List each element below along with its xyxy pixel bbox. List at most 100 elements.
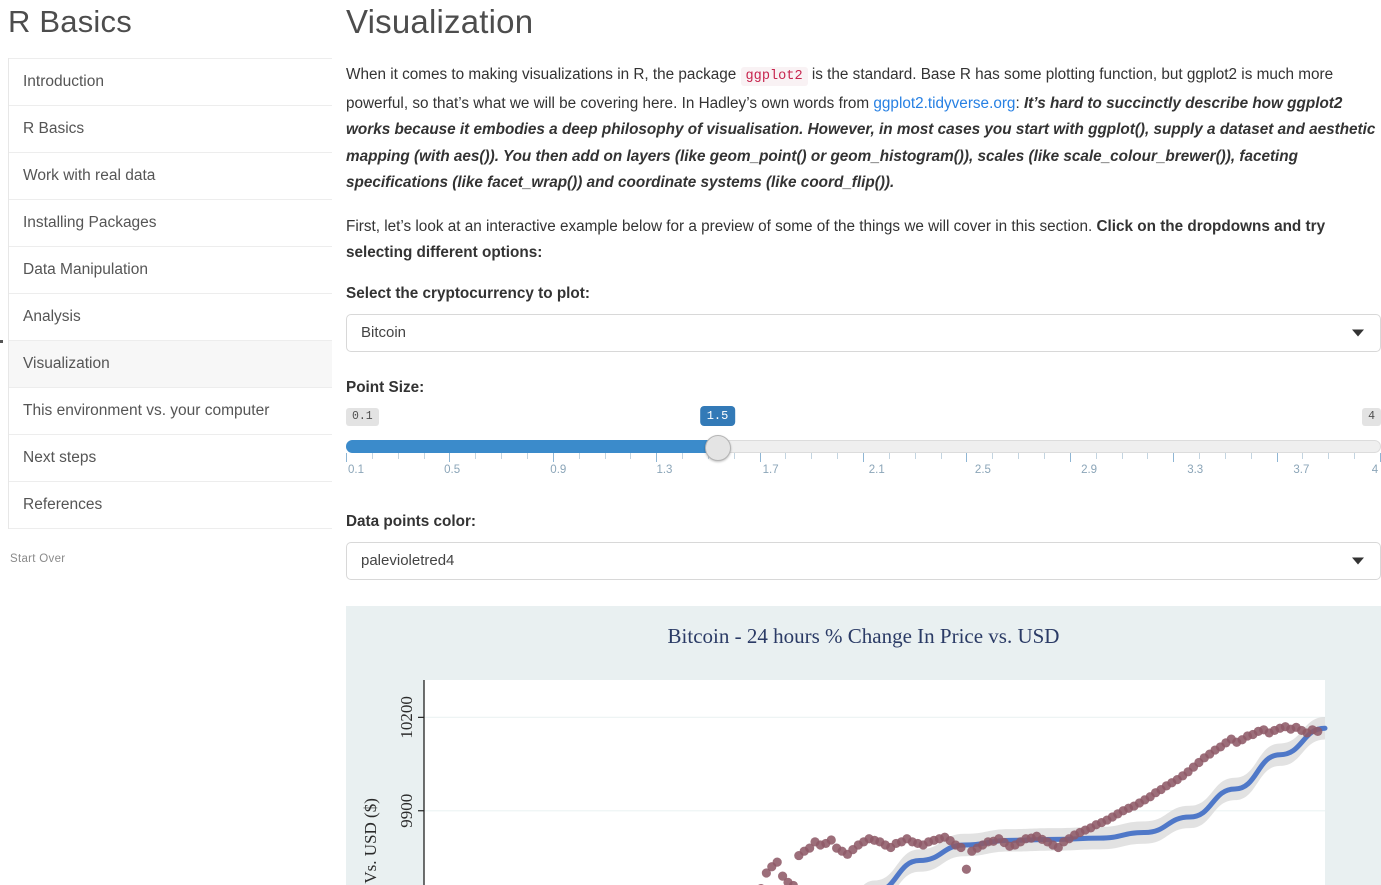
slider-tick [1302,452,1304,459]
slider-fill [346,439,718,453]
sidebar-item-visualization[interactable]: Visualization [0,340,332,388]
slider-tick [940,452,942,459]
plot-background [424,679,1325,885]
slider-tick [1224,452,1226,459]
slider-tick [888,452,890,459]
sidebar-item-label: Visualization [23,355,110,372]
smooth-line [885,725,1328,885]
hadley-quote: It’s hard to succinctly describe how ggp… [346,94,1376,192]
crypto-select[interactable]: Bitcoin [346,313,1381,352]
slider-tick [1328,452,1330,459]
slider-tick [552,452,554,462]
slider-tick [966,452,968,462]
data-point [1313,726,1323,736]
sidebar-item-label: Work with real data [23,167,156,184]
slider-tick-label: 2.1 [868,463,885,476]
sidebar-item-label: Introduction [23,73,104,90]
sidebar-item-label: Next steps [23,449,97,466]
slider-tick [526,452,528,459]
sidebar-item-installing-packages[interactable]: Installing Packages [9,200,332,247]
slider-tick-label: 4 [1371,463,1379,476]
sidebar-item-label: References [23,496,103,513]
intro-text-3: : [1015,94,1024,112]
data-points [757,721,1323,885]
slider-tick [1069,452,1071,462]
page-title: Visualization [346,3,534,40]
color-select[interactable]: palevioletred4 [346,541,1381,580]
sidebar-item-references[interactable]: References [9,482,332,529]
instruction-bold: Click on the dropdowns and try selecting… [346,217,1326,262]
slider-tick [914,452,916,459]
sidebar-item-label: Data Manipulation [23,261,148,278]
slider-tick [733,452,735,459]
sidebar-item-analysis[interactable]: Analysis [9,294,332,341]
tidyverse-link[interactable]: ggplot2.tidyverse.org [873,94,1016,112]
slider-tick [371,452,373,459]
slider-tick [1199,452,1201,459]
slider-tick-label: 2.5 [974,463,991,476]
slider-tick-label: 3.3 [1187,463,1204,476]
data-point [761,867,771,878]
data-point [805,842,815,853]
slider-tick [1043,452,1045,459]
intro-text-1: When it comes to making visualizations i… [346,66,741,83]
slider-value-bubble: 1.5 [699,405,736,426]
slider-ticks [346,452,1381,463]
crypto-select-label: Select the cryptocurrency to plot: [346,284,590,302]
sidebar-item-label: Analysis [23,308,81,325]
slider-tick [837,452,839,459]
instruction-paragraph: First, let’s look at an interactive exam… [346,214,1381,267]
slider-max-label: 4 [1362,407,1381,426]
slider-tick [578,452,580,459]
sidebar-item-introduction[interactable]: Introduction [9,58,332,106]
ggplot2-code-token: ggplot2 [740,67,808,86]
slider-tick-label: 0.9 [550,463,567,476]
slider-tick [604,452,606,459]
slider-tick [682,452,684,459]
sidebar-item-label: R Basics [23,120,85,137]
slider-tick [811,452,813,459]
slider-tick [863,452,864,462]
point-size-slider[interactable]: 0.1 4 1.5 0.1 0.5 0.9 1.3 1.7 2.1 2.5 2.9 3.3 3.7… [346,405,1381,490]
slider-tick [501,452,503,459]
slider-tick-label: 2.9 [1081,463,1098,476]
slider-tick [656,452,658,462]
slider-tick [630,452,632,459]
crypto-select-value: Bitcoin [361,324,407,341]
slider-tick-label: 0.5 [444,463,461,476]
app-title: R Basics [8,4,132,39]
color-select-value: palevioletred4 [361,552,455,569]
sidebar-item-next-steps[interactable]: Next steps [9,435,332,482]
sidebar-item-this-environment-vs-your-computer[interactable]: This environment vs. your computer [9,388,332,435]
slider-tick [992,452,994,459]
slider-handle[interactable] [704,434,731,461]
slider-tick [397,452,399,459]
start-over-link[interactable]: Start Over [10,553,66,565]
slider-tick [346,452,347,462]
slider-tick [1121,452,1123,459]
slider-tick [1147,452,1149,459]
chevron-down-icon [1352,329,1364,336]
sidebar-item-data-manipulation[interactable]: Data Manipulation [9,247,332,294]
slider-tick [1250,452,1252,459]
slider-tick [1354,452,1356,459]
data-point [961,864,972,874]
slider-tick [1173,452,1175,462]
sidebar-item-work-with-real-data[interactable]: Work with real data [9,153,332,200]
chevron-down-icon [1352,557,1364,564]
slider-tick [449,452,451,462]
plot-title: Bitcoin - 24 hours % Change In Price vs.… [667,623,1060,648]
data-point [777,871,788,881]
slider-tick-label: 0.1 [348,463,364,476]
y-axis-tick-label: 9900 [397,793,416,827]
point-size-label: Point Size: [346,378,425,396]
slider-min-label: 0.1 [346,407,379,426]
slider-tick [785,452,787,459]
slider-tick-label: 1.3 [656,463,673,476]
scatter-plot: 93009600990010200% Change Vs. USD ($) [361,679,1328,885]
plot-panel: Bitcoin - 24 hours % Change In Price vs.… [346,605,1381,885]
sidebar-item-r-basics[interactable]: R Basics [9,106,332,153]
color-select-label: Data points color: [346,512,477,530]
slider-tick [423,452,425,459]
